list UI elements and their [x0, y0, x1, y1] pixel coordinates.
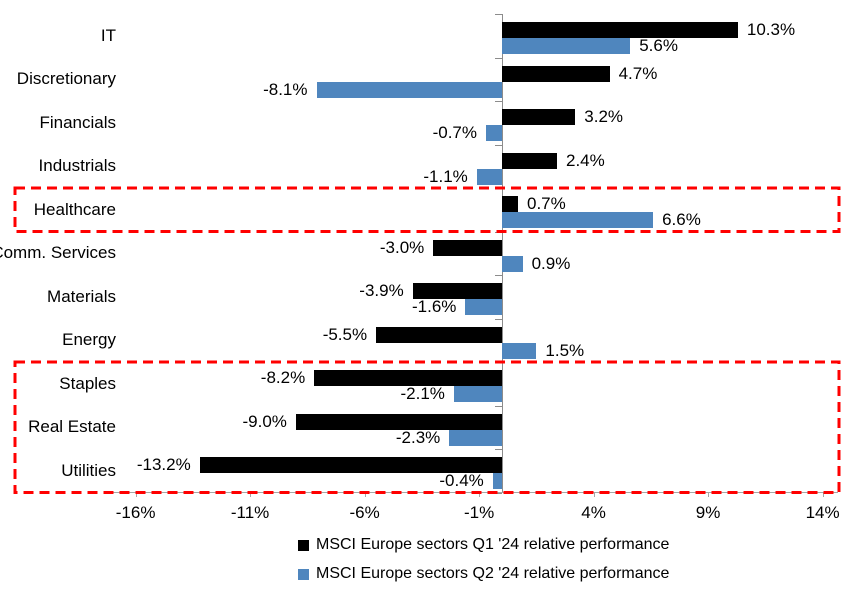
- legend-label-q1: MSCI Europe sectors Q1 '24 relative perf…: [316, 536, 670, 553]
- value-label: -2.1%: [400, 384, 445, 403]
- category-label: Healthcare: [33, 199, 116, 219]
- chart-row: Energy -5.5% 1.5%: [0, 319, 852, 363]
- chart-row: Real Estate -9.0% -2.3%: [0, 406, 852, 450]
- x-axis-tick-label: -16%: [115, 503, 156, 522]
- x-axis-tick-label: 9%: [695, 503, 721, 522]
- category-label: IT: [100, 25, 116, 45]
- y-axis-tick: [495, 101, 502, 102]
- q2-bar: [453, 386, 502, 402]
- q2-bar: [502, 342, 537, 359]
- q1-bar: [376, 326, 502, 343]
- value-label: -5.5%: [322, 324, 368, 344]
- q2-bar: [476, 168, 502, 185]
- chart-row: Financials 3.2% -0.7%: [0, 101, 852, 145]
- legend-swatch-q1-icon: [298, 539, 309, 551]
- value-label: -8.1%: [263, 79, 308, 99]
- x-axis-tick: [479, 492, 481, 497]
- chart-row: Materials -3.9% -1.6%: [0, 275, 852, 319]
- value-label: 10.3%: [746, 20, 796, 39]
- category-label: Utilities: [61, 460, 116, 480]
- value-label: 0.7%: [527, 194, 566, 213]
- q1-bar: [502, 22, 738, 38]
- value-label: -1.6%: [411, 297, 457, 316]
- x-axis-tick-label: 14%: [805, 503, 840, 522]
- q2-bar: [502, 255, 523, 272]
- q1-bar: [502, 152, 557, 169]
- y-axis-tick: [495, 275, 502, 276]
- x-axis-tick: [708, 492, 710, 497]
- value-label: 0.9%: [531, 253, 571, 273]
- x-axis-tick: [250, 492, 252, 497]
- chart-row: Industrials 2.4% -1.1%: [0, 145, 852, 189]
- value-label: -8.2%: [260, 368, 306, 387]
- value-label: 1.5%: [545, 340, 585, 360]
- value-label: 2.4%: [566, 150, 605, 170]
- x-axis-tick: [822, 492, 824, 497]
- chart-row: Healthcare 0.7% 6.6%: [0, 188, 852, 232]
- y-axis-line: [502, 14, 503, 492]
- category-label: Financials: [39, 112, 116, 132]
- q2-bar: [502, 212, 654, 228]
- q1-bar: [433, 239, 502, 256]
- q2-bar: [486, 125, 502, 141]
- category-label: Comm. Services: [0, 243, 116, 263]
- q1-bar: [502, 109, 576, 125]
- y-axis-tick: [495, 144, 502, 146]
- category-label: Energy: [62, 330, 116, 350]
- chart-row: Comm. Services -3.0% 0.9%: [0, 232, 852, 276]
- legend: MSCI Europe sectors Q1 '24 relative perf…: [298, 536, 669, 583]
- x-axis-tick-label: -11%: [230, 503, 270, 522]
- q1-bar: [502, 196, 518, 212]
- value-label: -3.9%: [359, 281, 404, 300]
- legend-item-q2: MSCI Europe sectors Q2 '24 relative perf…: [298, 565, 669, 583]
- x-axis-tick: [364, 492, 366, 497]
- chart-row: Utilities -13.2% -0.4%: [0, 449, 852, 493]
- x-axis-tick: [593, 492, 595, 497]
- value-label: -0.4%: [439, 471, 484, 490]
- value-label: 3.2%: [584, 107, 624, 126]
- q1-bar: [412, 283, 502, 299]
- x-axis-tick: [135, 492, 137, 497]
- legend-swatch-q2-icon: [298, 568, 309, 580]
- y-axis-tick: [495, 14, 502, 15]
- value-label: -13.2%: [136, 455, 191, 474]
- value-label: -9.0%: [242, 411, 287, 431]
- y-axis-tick: [495, 57, 502, 59]
- q2-bar: [316, 81, 502, 98]
- q1-bar: [502, 65, 610, 82]
- x-axis-tick-label: -6%: [349, 503, 380, 522]
- q2-bar: [492, 473, 502, 489]
- x-axis-tick-label: 4%: [581, 503, 606, 522]
- legend-label-q2: MSCI Europe sectors Q2 '24 relative perf…: [316, 565, 670, 582]
- value-label: -1.1%: [423, 166, 468, 186]
- legend-item-q1: MSCI Europe sectors Q1 '24 relative perf…: [298, 536, 669, 554]
- value-label: 5.6%: [639, 36, 678, 55]
- value-label: -0.7%: [432, 123, 477, 142]
- chart-row: IT 10.3% 5.6%: [0, 14, 852, 58]
- y-axis-tick: [495, 318, 502, 320]
- value-label: 6.6%: [662, 210, 701, 229]
- category-label: Discretionary: [16, 69, 116, 89]
- x-axis-tick-label: -1%: [463, 503, 495, 522]
- value-label: -3.0%: [379, 237, 425, 257]
- q2-bar: [449, 429, 502, 446]
- category-label: Industrials: [38, 156, 116, 176]
- chart-row: Discretionary 4.7% -8.1%: [0, 58, 852, 102]
- category-label: Real Estate: [28, 417, 116, 437]
- q2-bar: [465, 299, 502, 315]
- category-label: Materials: [47, 286, 116, 306]
- q2-bar: [502, 38, 631, 54]
- chart-row: Staples -8.2% -2.1%: [0, 362, 852, 406]
- category-label: Staples: [59, 373, 116, 393]
- value-label: -2.3%: [395, 427, 441, 447]
- value-label: 4.7%: [618, 63, 658, 83]
